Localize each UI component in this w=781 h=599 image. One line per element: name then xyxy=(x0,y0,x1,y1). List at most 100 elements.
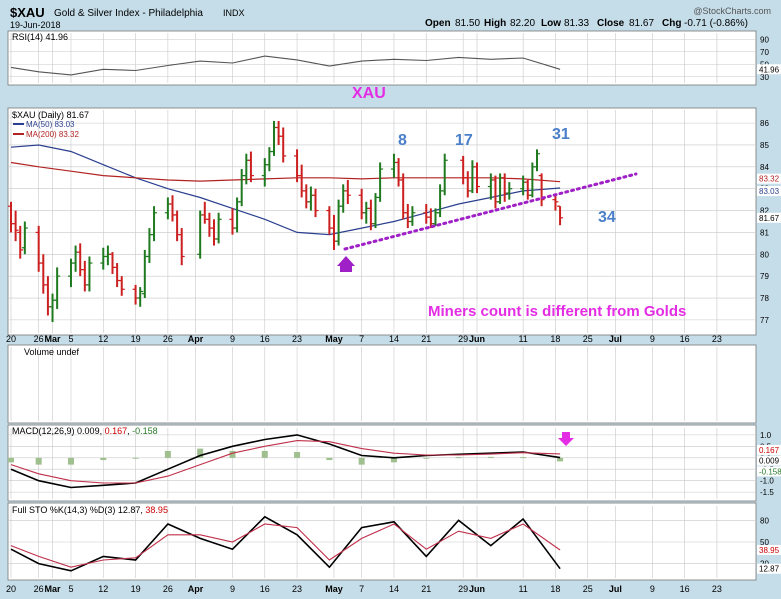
ohlc-bar xyxy=(377,162,384,202)
macd-signal-tag: 0.167 xyxy=(759,446,780,455)
macd-hist-bar xyxy=(197,448,204,458)
bottom-x-tick: 16 xyxy=(260,584,270,594)
panels xyxy=(7,30,757,581)
bottom-x-tick: Mar xyxy=(45,584,62,594)
arrow-down-icon xyxy=(558,432,574,446)
price-y-tick: 78 xyxy=(760,294,769,303)
macd-hist-bar xyxy=(358,457,365,465)
ohlc-bar xyxy=(17,225,24,259)
sto-y-tick: 80 xyxy=(760,516,769,525)
price-x-tick: May xyxy=(325,334,343,344)
ma50-legend: MA(50) 83.03 xyxy=(26,120,75,129)
symbol: $XAU xyxy=(10,5,45,20)
rsi-line xyxy=(10,55,561,76)
price-y-tick: 79 xyxy=(760,272,769,281)
ma50-last-tag: 83.03 xyxy=(759,187,780,196)
bottom-x-tick: 12 xyxy=(98,584,108,594)
macd-panel xyxy=(7,424,757,502)
ohlc-bar xyxy=(118,276,125,296)
sto-d-line xyxy=(10,523,561,568)
ohlc-bar xyxy=(280,127,287,163)
ohlc-bar xyxy=(312,188,319,218)
bottom-x-tick: 5 xyxy=(68,584,73,594)
bottom-x-tick: 29 xyxy=(458,584,468,594)
macd-hist-bar xyxy=(487,456,494,458)
price-x-tick: 12 xyxy=(98,334,108,344)
price-y-tick: 85 xyxy=(760,141,769,150)
chart-date: 19-Jun-2018 xyxy=(10,20,61,30)
price-x-tick: 25 xyxy=(583,334,593,344)
macd-hist-bar xyxy=(390,457,397,463)
price-x-tick: 16 xyxy=(680,334,690,344)
rsi-last-tag-bg xyxy=(757,64,781,75)
ma200-legend: MA(200) 83.32 xyxy=(26,130,79,139)
macd-line xyxy=(10,434,561,489)
ma200-last-tag-bg xyxy=(757,173,781,184)
macd-hist-bar xyxy=(8,457,14,463)
sto-k-tag: 12.87 xyxy=(759,565,780,574)
ohlc-bar xyxy=(137,287,144,307)
price-x-tick: 11 xyxy=(518,334,527,344)
bottom-x-tick: 7 xyxy=(359,584,364,594)
series-layer xyxy=(8,55,564,572)
chg-value: -0.71 (-0.86%) xyxy=(684,18,748,29)
rsi-y-tick: 90 xyxy=(760,35,769,44)
high-label: High xyxy=(484,18,506,29)
high-value: 82.20 xyxy=(510,18,535,29)
xau-annotation: XAU xyxy=(352,85,386,102)
price-x-tick: 14 xyxy=(389,334,399,344)
bottom-x-tick: 14 xyxy=(389,584,399,594)
arrow-up-icon xyxy=(337,256,355,266)
trendline xyxy=(343,172,638,251)
macd-hist-bar xyxy=(455,457,462,459)
price-x-tick: 26 xyxy=(163,334,173,344)
open-value: 81.50 xyxy=(455,18,480,29)
bottom-x-tick: 19 xyxy=(131,584,141,594)
price-x-tick: Mar xyxy=(45,334,62,344)
wave-count-17: 17 xyxy=(455,132,473,149)
macd-value-tag-bg xyxy=(757,455,781,466)
macd-y-tick: -1.5 xyxy=(760,488,774,497)
bottom-x-tick: 26 xyxy=(163,584,173,594)
ohlc-bar xyxy=(552,195,559,211)
ohlc-bar xyxy=(12,210,19,242)
price-x-tick: 23 xyxy=(292,334,302,344)
bottom-x-tick: Jun xyxy=(469,584,485,594)
price-panel xyxy=(7,107,757,336)
volume-panel xyxy=(7,344,757,424)
ohlc-bar xyxy=(474,162,481,194)
ohlc-bar xyxy=(409,206,416,226)
low-value: 81.33 xyxy=(564,18,589,29)
bottom-x-tick: 25 xyxy=(583,584,593,594)
macd-signal-tag-bg xyxy=(757,444,781,455)
price-y-tick: 80 xyxy=(760,250,769,259)
sto-d-value: 38.95 xyxy=(145,505,168,515)
ohlc-bar xyxy=(441,153,448,196)
bottom-x-tick: 21 xyxy=(421,584,431,594)
ohlc-bar xyxy=(538,173,545,207)
bottom-x-tick: 9 xyxy=(230,584,235,594)
ohlc-bar xyxy=(215,212,222,244)
price-x-tick: 7 xyxy=(359,334,364,344)
sto-k-value: 12.87 xyxy=(118,505,141,515)
macd-hist-bar xyxy=(520,457,527,459)
price-x-tick: 29 xyxy=(458,334,468,344)
rsi-y-tick: 70 xyxy=(760,48,769,57)
ticks-layer: 90705030868584838281807978771.00.50.0-0.… xyxy=(6,35,774,594)
ohlc-bar xyxy=(151,206,158,242)
macd-hist-bar xyxy=(261,450,268,458)
ohlc-bars xyxy=(8,120,564,323)
bottom-x-tick: May xyxy=(325,584,343,594)
ohlc-bar xyxy=(344,179,351,205)
rsi-y-tick: 30 xyxy=(760,73,769,82)
price-y-tick: 84 xyxy=(760,163,769,172)
macd-title: MACD(12,26,9) 0.009, 0.167, -0.158 xyxy=(12,426,158,436)
price-y-tick: 86 xyxy=(760,119,769,128)
bottom-x-tick: 16 xyxy=(680,584,690,594)
bottom-x-tick: 23 xyxy=(712,584,722,594)
macd-hist-bar xyxy=(557,457,564,462)
macd-hist-bar xyxy=(132,457,139,459)
ohlc-summary: Open 81.50 High 82.20 Low 81.33 Close 81… xyxy=(425,18,748,29)
price-x-tick: 23 xyxy=(712,334,722,344)
macd-hist-bar xyxy=(423,457,430,459)
